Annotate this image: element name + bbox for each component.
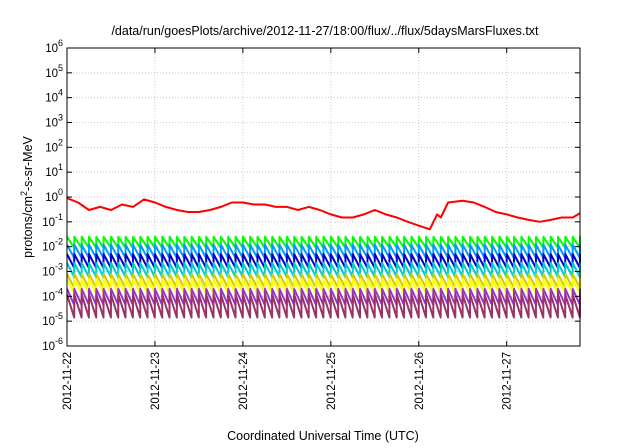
y-tick-label: 10-2: [42, 237, 63, 254]
y-tick-exp: 0: [58, 187, 63, 197]
y-tick-label: 10-5: [42, 311, 63, 328]
y-axis-label-base: protons/cm: [21, 196, 35, 258]
y-tick-exp: -5: [55, 311, 63, 321]
y-tick-label: 106: [45, 38, 63, 55]
y-tick-label: 10-4: [42, 286, 63, 303]
x-tick-label: 2012-11-25: [326, 352, 338, 410]
y-tick-label: 10-3: [42, 262, 63, 279]
y-tick-base: 10: [42, 291, 55, 303]
y-tick-label: 105: [45, 63, 63, 80]
y-tick-base: 10: [42, 316, 55, 328]
y-tick-base: 10: [45, 142, 58, 154]
x-tick-label: 2012-11-27: [502, 352, 514, 410]
y-tick-label: 103: [45, 113, 63, 130]
series-line-1: [66, 197, 581, 231]
y-tick-label: 10-1: [42, 212, 63, 229]
y-tick-exp: 4: [58, 88, 63, 98]
series-line-9: [66, 293, 581, 319]
series-line-4: [66, 253, 581, 269]
y-tick-exp: 1: [58, 162, 63, 172]
y-tick-label: 101: [45, 162, 63, 179]
y-tick-base: 10: [45, 68, 58, 80]
y-tick-base: 10: [45, 167, 58, 179]
y-tick-exp: -2: [55, 237, 63, 247]
y-tick-base: 10: [45, 192, 58, 204]
series-layer: [66, 197, 581, 319]
y-tick-base: 10: [42, 341, 55, 353]
x-tick-label: 2012-11-24: [238, 351, 250, 410]
y-tick-exp: -4: [55, 286, 63, 296]
y-tick-exp: -6: [55, 336, 63, 346]
y-tick-base: 10: [42, 242, 55, 254]
y-tick-exp: 2: [58, 137, 63, 147]
y-axis-label-sup: 2: [19, 191, 29, 196]
y-tick-exp: 6: [58, 38, 63, 48]
y-tick-label: 10-6: [42, 336, 63, 353]
series-line-3: [66, 243, 581, 259]
series-line-2: [66, 235, 581, 249]
y-tick-label: 100: [45, 187, 63, 204]
series-line-7: [66, 278, 581, 295]
x-tick-labels: 2012-11-22 2012-11-23 2012-11-24 2012-11-25…: [62, 48, 514, 410]
y-tick-labels: 10-610-510-410-310-210-11001011021031041…: [42, 38, 580, 353]
x-tick-label: 2012-11-26: [414, 352, 426, 410]
y-axis-label: protons/cm2-s-sr-MeV: [19, 135, 35, 257]
series-line-5: [66, 262, 581, 278]
y-tick-base: 10: [45, 118, 58, 130]
y-tick-base: 10: [42, 217, 55, 229]
y-tick-base: 10: [42, 267, 55, 279]
y-tick-exp: -3: [55, 262, 63, 272]
x-tick-label: 2012-11-23: [150, 352, 162, 410]
x-tick-label: 2012-11-22: [62, 352, 74, 410]
y-tick-base: 10: [45, 93, 58, 105]
y-tick-label: 104: [45, 88, 63, 105]
chart-title: /data/run/goesPlots/archive/2012-11-27/1…: [111, 24, 539, 38]
y-tick-exp: 3: [58, 113, 63, 123]
y-tick-exp: 5: [58, 63, 63, 73]
y-tick-label: 102: [45, 137, 63, 154]
y-tick-exp: -1: [55, 212, 63, 222]
x-axis-label: Coordinated Universal Time (UTC): [227, 429, 419, 443]
y-axis-label-rest: -s-sr-MeV: [21, 135, 35, 191]
y-tick-base: 10: [45, 43, 58, 55]
